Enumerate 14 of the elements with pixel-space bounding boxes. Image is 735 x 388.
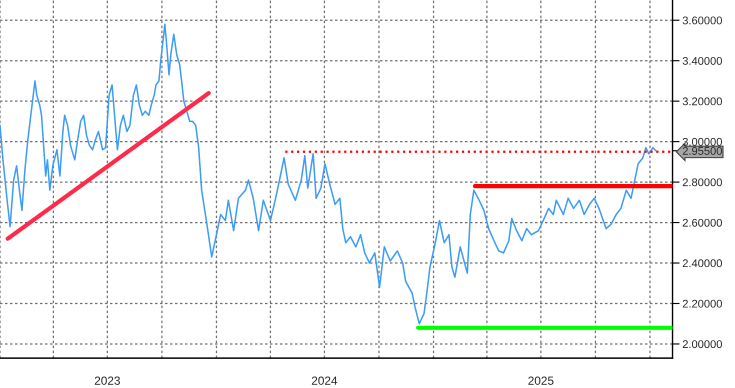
y-tick-label: 2.95500: [682, 147, 722, 155]
y-tick-label: 2.60000: [682, 218, 722, 227]
x-tick-label: 2023: [94, 376, 120, 385]
x-tick-label: 2024: [312, 376, 338, 385]
y-tick-label: 3.20000: [682, 97, 722, 106]
y-tick-label: 2.20000: [682, 300, 722, 308]
x-tick-label: 2025: [528, 376, 554, 385]
y-tick-label: 2.40000: [682, 259, 722, 268]
y-tick-label: 2.80000: [682, 178, 722, 186]
y-tick-label: 3.60000: [682, 16, 722, 24]
line-series: [0, 24, 657, 324]
y-tick-label: 3.40000: [682, 56, 722, 65]
y-tick-label: 2.00000: [682, 340, 722, 348]
y-tick-label: 3.00000: [682, 138, 722, 146]
